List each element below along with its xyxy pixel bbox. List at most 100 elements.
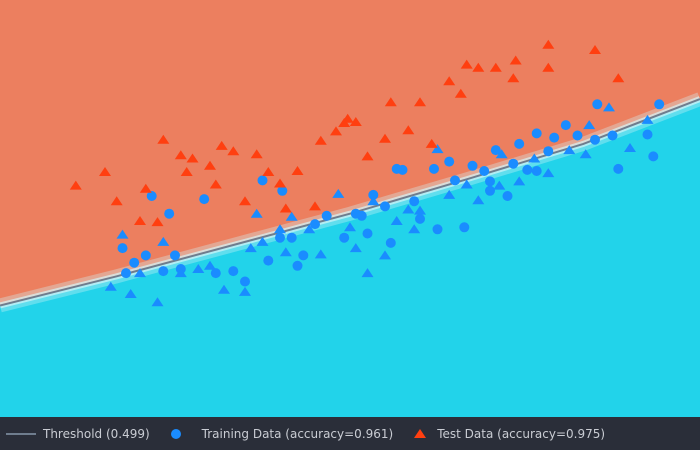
test-point-24 (583, 120, 596, 130)
training-point-22 (450, 175, 460, 186)
legend: Threshold (0.499) Training Data (accurac… (0, 417, 700, 450)
legend-training-label: Training Data (accuracy=0.961) (201, 426, 394, 441)
training-point-37 (502, 191, 513, 201)
test-point-49 (274, 178, 286, 188)
test-point-69 (542, 39, 555, 49)
legend-test-label: Test Data (accuracy=0.975) (437, 426, 606, 441)
training-point-14 (158, 266, 169, 277)
training-point-6 (277, 185, 288, 196)
test-point-70 (509, 55, 522, 65)
legend-training: Training Data (accuracy=0.961) (170, 426, 394, 441)
test-point-27 (641, 114, 654, 124)
test-point-72 (443, 76, 456, 86)
test-point-28 (431, 144, 444, 154)
test-point-14 (367, 196, 380, 206)
training-point-5 (210, 268, 221, 279)
training-point-24 (490, 145, 501, 156)
legend-threshold-label: Threshold (0.499) (43, 426, 150, 441)
training-point-31 (590, 134, 600, 145)
test-point-11 (303, 224, 316, 234)
test-point-81 (262, 167, 275, 176)
test-point-29 (495, 149, 508, 159)
training-point-58 (350, 208, 361, 219)
test-point-50 (239, 196, 251, 206)
test-point-77 (309, 201, 321, 211)
training-point-26 (508, 158, 519, 169)
test-point-51 (209, 179, 222, 189)
training-point-41 (298, 250, 309, 261)
test-point-43 (542, 168, 555, 178)
test-point-45 (151, 217, 164, 227)
test-point-52 (174, 150, 187, 160)
test-point-3 (192, 264, 205, 273)
training-point-59 (391, 163, 402, 174)
test-point-55 (204, 160, 216, 170)
training-point-30 (572, 130, 583, 141)
training-point-20 (339, 232, 350, 243)
training-point-56 (642, 129, 653, 140)
test-point-48 (330, 126, 342, 136)
test-point-32 (349, 243, 362, 253)
test-point-60 (349, 117, 362, 126)
training-point-48 (368, 189, 379, 200)
training-point-10 (117, 243, 128, 254)
test-point-63 (460, 59, 473, 69)
test-point-74 (425, 138, 438, 148)
legend-threshold: Threshold (0.499) (5, 427, 150, 441)
test-point-2 (134, 268, 146, 278)
circle-marker-icon (170, 428, 181, 439)
training-point-16 (310, 219, 320, 230)
test-point-34 (408, 224, 421, 234)
class-b-region (0, 99, 700, 417)
test-point-6 (124, 289, 137, 298)
training-point-42 (321, 210, 332, 221)
test-point-18 (472, 195, 485, 205)
test-point-25 (603, 102, 615, 112)
test-point-53 (157, 134, 170, 144)
threshold-line-icon (6, 432, 36, 435)
test-point-85 (227, 146, 240, 156)
training-point-32 (607, 130, 618, 141)
test-point-39 (256, 236, 269, 246)
test-point-64 (472, 62, 485, 72)
training-point-53 (592, 99, 603, 110)
training-point-29 (549, 132, 560, 143)
test-point-26 (624, 143, 636, 152)
training-point-12 (228, 266, 239, 277)
test-point-86 (379, 133, 391, 143)
training-point-21 (385, 237, 396, 248)
training-point-28 (531, 166, 542, 176)
test-point-66 (542, 62, 555, 72)
test-point-68 (589, 45, 601, 54)
test-point-67 (612, 73, 625, 83)
training-point-38 (429, 163, 439, 174)
test-point-44 (134, 216, 146, 225)
test-point-84 (99, 167, 111, 176)
test-point-58 (250, 149, 263, 159)
test-point-1 (174, 268, 187, 278)
training-point-40 (275, 232, 285, 243)
test-point-37 (314, 249, 327, 259)
test-point-76 (279, 203, 292, 213)
test-point-15 (390, 216, 403, 225)
test-point-54 (186, 153, 199, 163)
test-point-21 (528, 153, 541, 163)
training-point-1 (164, 208, 175, 219)
test-point-82 (69, 180, 82, 190)
training-point-33 (543, 146, 554, 157)
training-point-43 (362, 228, 373, 239)
test-point-38 (379, 250, 391, 260)
threshold-line (0, 98, 700, 307)
test-point-56 (180, 167, 193, 176)
training-point-18 (380, 201, 390, 212)
test-point-17 (443, 189, 456, 199)
training-point-36 (485, 176, 495, 187)
training-point-0 (121, 268, 131, 279)
training-point-57 (485, 185, 495, 196)
test-point-62 (414, 97, 426, 107)
test-point-75 (402, 125, 415, 135)
test-point-42 (460, 179, 473, 189)
test-point-40 (104, 281, 117, 291)
test-point-31 (244, 243, 257, 253)
training-point-13 (240, 276, 250, 287)
